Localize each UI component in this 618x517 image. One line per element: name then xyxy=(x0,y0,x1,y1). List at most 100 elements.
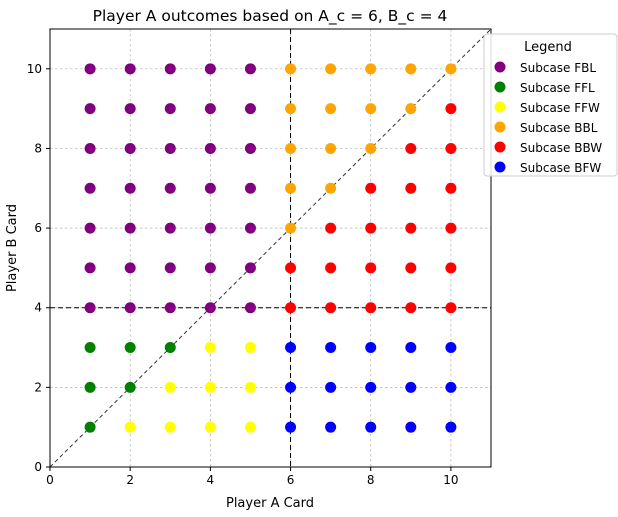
data-point xyxy=(285,222,297,234)
x-tick-label: 0 xyxy=(46,473,54,487)
y-tick-label: 0 xyxy=(34,460,42,474)
data-point xyxy=(285,63,297,75)
data-point xyxy=(445,222,457,234)
data-point xyxy=(445,262,457,274)
data-point xyxy=(405,302,417,314)
data-point xyxy=(405,342,417,354)
data-point xyxy=(84,222,96,234)
data-point xyxy=(445,342,457,354)
data-point xyxy=(84,302,96,314)
y-tick-label: 2 xyxy=(34,380,42,394)
chart-title: Player A outcomes based on A_c = 6, B_c … xyxy=(93,7,448,26)
data-point xyxy=(285,302,297,314)
data-point xyxy=(124,381,136,393)
data-point xyxy=(365,103,377,115)
reference-line-diagonal xyxy=(49,28,492,468)
data-point xyxy=(405,63,417,75)
data-point xyxy=(164,222,176,234)
data-point xyxy=(325,342,337,354)
data-point xyxy=(405,103,417,115)
data-point xyxy=(285,142,297,154)
y-tick-label: 4 xyxy=(34,301,42,315)
data-point xyxy=(124,342,136,354)
data-point xyxy=(405,421,417,433)
y-tick-label: 10 xyxy=(27,62,42,76)
data-point xyxy=(244,381,256,393)
data-point xyxy=(365,342,377,354)
data-point xyxy=(124,142,136,154)
data-point xyxy=(124,222,136,234)
data-point xyxy=(365,63,377,75)
data-point xyxy=(325,222,337,234)
data-point xyxy=(164,63,176,75)
data-point xyxy=(124,262,136,274)
legend-marker xyxy=(494,141,506,153)
y-axis-label: Player B Card xyxy=(5,204,20,292)
legend-entry-label: Subcase FFW xyxy=(520,101,600,115)
data-point xyxy=(365,222,377,234)
legend: Legend Subcase FBL Subcase FFL Subcase FFW… xyxy=(483,33,618,177)
data-point xyxy=(365,262,377,274)
data-point xyxy=(124,302,136,314)
data-point xyxy=(445,142,457,154)
plot-frame xyxy=(49,28,492,468)
data-point xyxy=(204,381,216,393)
data-point xyxy=(84,342,96,354)
data-point xyxy=(445,103,457,115)
data-point xyxy=(84,421,96,433)
data-point xyxy=(204,63,216,75)
data-point xyxy=(325,63,337,75)
data-point xyxy=(325,182,337,194)
legend-marker xyxy=(494,101,506,113)
data-point xyxy=(244,302,256,314)
data-point xyxy=(164,142,176,154)
data-point xyxy=(285,182,297,194)
data-points xyxy=(84,63,457,433)
legend-marker xyxy=(494,121,506,133)
data-point xyxy=(84,103,96,115)
legend-marker xyxy=(494,61,506,73)
data-point xyxy=(445,381,457,393)
data-point xyxy=(124,421,136,433)
x-tick-label: 4 xyxy=(207,473,215,487)
data-point xyxy=(285,262,297,274)
data-point xyxy=(124,182,136,194)
data-point xyxy=(365,421,377,433)
data-point xyxy=(244,63,256,75)
legend-marker xyxy=(494,81,506,93)
legend-box xyxy=(483,33,618,177)
data-point xyxy=(204,262,216,274)
data-point xyxy=(405,182,417,194)
data-point xyxy=(365,182,377,194)
data-point xyxy=(204,142,216,154)
legend-entry-label: Subcase FBL xyxy=(520,61,596,75)
x-tick-label: 2 xyxy=(126,473,134,487)
legend-entry-label: Subcase BBW xyxy=(520,141,602,155)
data-point xyxy=(445,421,457,433)
data-point xyxy=(244,182,256,194)
data-point xyxy=(164,421,176,433)
data-point xyxy=(405,262,417,274)
data-point xyxy=(405,381,417,393)
data-point xyxy=(365,381,377,393)
data-point xyxy=(325,381,337,393)
data-point xyxy=(365,142,377,154)
x-tick-label: 6 xyxy=(287,473,295,487)
data-point xyxy=(365,302,377,314)
data-point xyxy=(244,421,256,433)
legend-entry-label: Subcase BFW xyxy=(520,161,601,175)
data-point xyxy=(244,262,256,274)
data-point xyxy=(445,63,457,75)
data-point xyxy=(204,421,216,433)
data-point xyxy=(244,142,256,154)
data-point xyxy=(445,182,457,194)
data-point xyxy=(84,182,96,194)
data-point xyxy=(325,262,337,274)
data-point xyxy=(204,182,216,194)
data-point xyxy=(84,381,96,393)
data-point xyxy=(445,302,457,314)
legend-title: Legend xyxy=(524,40,572,55)
data-point xyxy=(84,262,96,274)
data-point xyxy=(285,103,297,115)
